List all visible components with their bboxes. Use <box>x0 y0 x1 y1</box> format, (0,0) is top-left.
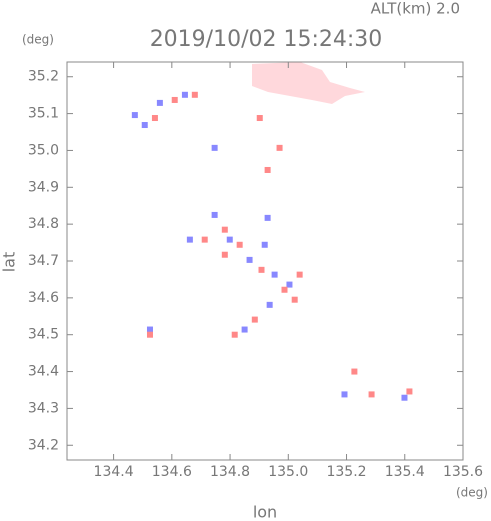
x-tick-label: 135.4 <box>385 464 425 480</box>
echo-point <box>191 91 198 98</box>
x-tick-label: 135.0 <box>268 464 308 480</box>
echo-point <box>131 112 138 119</box>
x-tick-label: 134.4 <box>94 464 134 480</box>
echo-point <box>251 316 258 323</box>
x-axis-label: lon <box>253 503 277 521</box>
y-tick-label: 34.7 <box>28 253 59 269</box>
echo-point <box>201 236 208 243</box>
echo-point <box>281 286 288 293</box>
echo-point <box>286 281 293 288</box>
echo-point <box>241 326 248 333</box>
echo-point <box>351 368 358 375</box>
y-tick-label: 34.3 <box>28 400 59 416</box>
chart-title: 2019/10/02 15:24:30 <box>150 27 383 52</box>
echo-point <box>264 214 271 221</box>
echo-point <box>211 144 218 151</box>
echo-point <box>186 236 193 243</box>
x-unit: (deg) <box>456 486 488 500</box>
echo-point <box>171 96 178 103</box>
y-tick-label: 35.1 <box>28 106 59 122</box>
echo-point <box>226 236 233 243</box>
echo-point <box>341 391 348 398</box>
y-tick-label: 34.6 <box>28 290 59 306</box>
echo-point <box>271 271 278 278</box>
echo-point <box>276 144 283 151</box>
echo-point <box>258 266 265 273</box>
echo-point <box>141 122 148 129</box>
echo-point <box>264 166 271 173</box>
echo-point <box>296 271 303 278</box>
y-tick-label: 34.2 <box>28 437 59 453</box>
echo-point <box>211 211 218 218</box>
echo-point <box>256 115 263 122</box>
y-unit: (deg) <box>22 33 54 47</box>
echo-point <box>261 241 268 248</box>
echo-point <box>291 296 298 303</box>
y-tick-label: 34.5 <box>28 327 59 343</box>
altitude-label: ALT(km) 2.0 <box>371 0 460 18</box>
y-tick-label: 35.0 <box>28 142 59 158</box>
echo-point <box>246 256 253 263</box>
y-tick-label: 34.4 <box>28 364 59 380</box>
x-tick-label: 134.6 <box>152 464 192 480</box>
echo-point <box>146 326 153 333</box>
y-axis-label: lat <box>0 252 19 273</box>
echo-point <box>231 331 238 338</box>
echo-point <box>236 241 243 248</box>
echo-point <box>181 91 188 98</box>
y-tick-label: 34.8 <box>28 216 59 232</box>
echo-point <box>406 388 413 395</box>
echo-point <box>221 251 228 258</box>
echo-point <box>221 226 228 233</box>
echo-point <box>266 301 273 308</box>
echo-point <box>401 394 408 401</box>
x-tick-label: 134.8 <box>210 464 250 480</box>
x-tick-label: 135.2 <box>326 464 366 480</box>
echo-area <box>252 62 365 104</box>
x-tick-label: 135.6 <box>443 464 483 480</box>
echo-point <box>368 391 375 398</box>
echo-point <box>156 99 163 106</box>
y-tick-label: 35.2 <box>28 69 59 85</box>
echo-point <box>146 331 153 338</box>
echo-point <box>151 115 158 122</box>
y-tick-label: 34.9 <box>28 179 59 195</box>
